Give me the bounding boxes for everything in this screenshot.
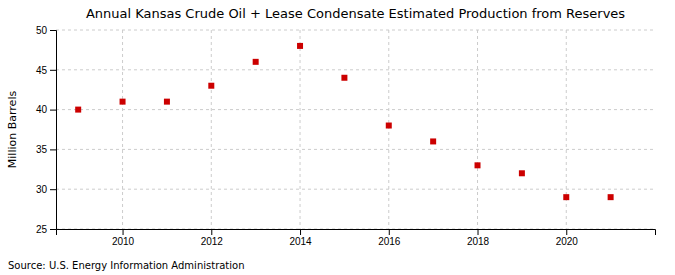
- grid-line-x: [211, 30, 212, 229]
- point: [208, 83, 214, 89]
- tick: 2020: [556, 229, 579, 247]
- tick-mark: [50, 30, 56, 31]
- tick-mark: [300, 229, 301, 235]
- grid-line-x: [477, 30, 478, 229]
- title: Annual Kansas Crude Oil + Lease Condensa…: [86, 6, 625, 21]
- tick: 50: [36, 25, 56, 36]
- grid-line-x: [388, 30, 389, 229]
- point: [341, 75, 347, 81]
- tick-label: 45: [36, 65, 48, 76]
- grid: [56, 30, 655, 229]
- tick-mark: [478, 229, 479, 235]
- grid-line-y: [56, 149, 655, 150]
- tick-mark: [211, 229, 212, 235]
- x-axis: 2010 2012 2014 2016 2018 2020: [57, 229, 656, 247]
- y-axis: 25 30 35 40 45 50: [36, 25, 57, 235]
- tick-label: 40: [36, 104, 48, 115]
- tick: 2012: [201, 229, 224, 247]
- tick: 2016: [378, 229, 401, 247]
- tick-label: 35: [36, 144, 48, 155]
- tick-label: 2020: [556, 236, 579, 247]
- point: [386, 123, 392, 129]
- tick-mark: [50, 189, 56, 190]
- y-axis-title: Million Barrels: [6, 91, 19, 169]
- grid-line-y: [56, 30, 655, 31]
- point: [164, 99, 170, 105]
- axis-line: [57, 230, 656, 236]
- tick-label: 2018: [467, 236, 490, 247]
- tick: 25: [36, 224, 56, 235]
- grid-line-y: [56, 69, 655, 70]
- source-note: Source: U.S. Energy Information Administ…: [8, 260, 245, 271]
- tick-mark: [50, 110, 56, 111]
- tick-mark: [566, 229, 567, 235]
- point: [608, 194, 614, 200]
- point: [297, 43, 303, 49]
- axis-line: [50, 31, 57, 230]
- point: [430, 138, 436, 144]
- tick: 2018: [467, 229, 490, 247]
- tick-mark: [123, 229, 124, 235]
- grid-line-x: [300, 30, 301, 229]
- chart-container: 2010 2012 2014 2016 2018 2020 25 30 35 40 45 50 Annu…: [0, 0, 675, 275]
- grid-line-y: [56, 189, 655, 190]
- tick: 40: [36, 104, 56, 115]
- points: [75, 43, 613, 200]
- point: [75, 107, 81, 113]
- tick: 30: [36, 184, 56, 195]
- tick-label: 2014: [289, 236, 312, 247]
- tick-mark: [50, 70, 56, 71]
- point: [120, 99, 126, 105]
- point: [253, 59, 259, 65]
- tick-mark: [50, 229, 56, 230]
- tick: 45: [36, 65, 56, 76]
- chart-svg: 2010 2012 2014 2016 2018 2020 25 30 35 40 45 50 Annu…: [0, 0, 675, 275]
- tick-label: 2010: [112, 236, 135, 247]
- tick-label: 50: [36, 25, 48, 36]
- tick-mark: [389, 229, 390, 235]
- tick-label: 2012: [201, 236, 224, 247]
- tick-label: 30: [36, 184, 48, 195]
- tick-label: 25: [36, 224, 48, 235]
- point: [519, 170, 525, 176]
- grid-line-x: [122, 30, 123, 229]
- tick-mark: [50, 149, 56, 150]
- point: [475, 162, 481, 168]
- tick: 2014: [289, 229, 312, 247]
- tick: 35: [36, 144, 56, 155]
- grid-line-y: [56, 109, 655, 110]
- tick-label: 2016: [378, 236, 401, 247]
- tick: 2010: [112, 229, 135, 247]
- plot-area: 2010 2012 2014 2016 2018 2020 25 30 35 40 45 50: [36, 25, 656, 247]
- point: [563, 194, 569, 200]
